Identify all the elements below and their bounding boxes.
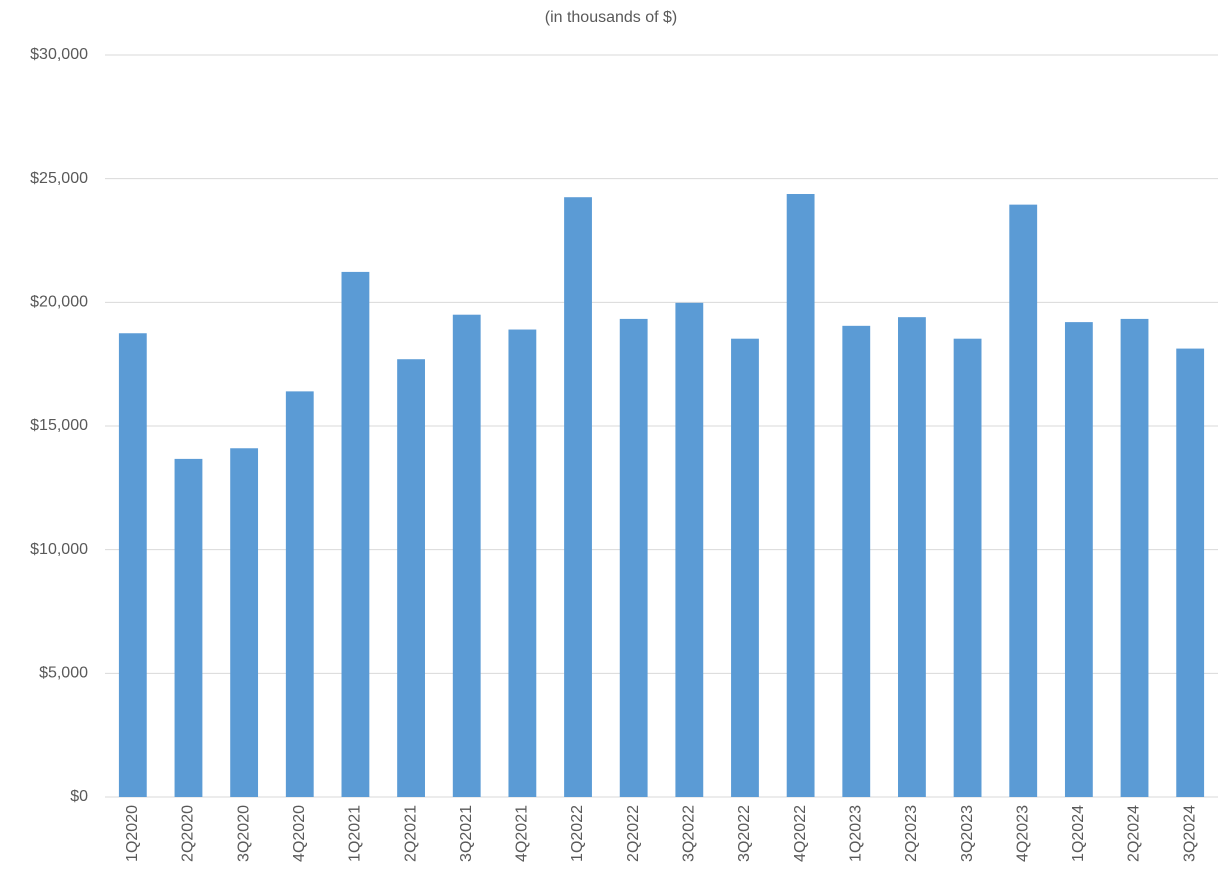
x-tick-label: 4Q2023 bbox=[1014, 805, 1031, 862]
y-tick-label: $5,000 bbox=[39, 665, 88, 682]
y-tick-label: $15,000 bbox=[30, 417, 88, 434]
bar bbox=[842, 325, 871, 797]
x-tick-label: 2Q2022 bbox=[625, 805, 642, 862]
bar bbox=[1064, 322, 1093, 797]
x-tick-label: 1Q2022 bbox=[569, 805, 586, 862]
x-tick-label: 1Q2024 bbox=[1070, 805, 1087, 862]
bar bbox=[898, 317, 926, 797]
y-tick-label: $30,000 bbox=[30, 46, 88, 63]
bar bbox=[174, 458, 203, 797]
bar bbox=[230, 448, 259, 797]
x-tick-label: 4Q2020 bbox=[291, 805, 308, 862]
bar bbox=[452, 314, 481, 797]
y-tick-label: $25,000 bbox=[30, 170, 88, 187]
x-tick-label: 1Q2020 bbox=[124, 805, 141, 862]
bar bbox=[731, 338, 759, 797]
x-tick-label: 3Q2022 bbox=[736, 805, 753, 862]
bar bbox=[285, 391, 314, 797]
bar bbox=[953, 338, 982, 797]
bar bbox=[675, 302, 704, 797]
x-tick-label: 2Q2020 bbox=[180, 805, 197, 862]
y-tick-label: $0 bbox=[70, 788, 88, 805]
x-tick-label: 3Q2021 bbox=[458, 805, 475, 862]
chart-subtitle: (in thousands of $) bbox=[545, 9, 678, 26]
bar bbox=[1009, 204, 1038, 798]
bar bbox=[619, 318, 648, 797]
bar bbox=[1120, 318, 1149, 797]
x-tick-label: 1Q2023 bbox=[847, 805, 864, 862]
y-tick-label: $20,000 bbox=[30, 294, 88, 311]
x-tick-label: 1Q2021 bbox=[347, 805, 364, 862]
y-tick-label: $10,000 bbox=[30, 541, 88, 558]
x-tick-label: 3Q2023 bbox=[959, 805, 976, 862]
bar bbox=[564, 197, 592, 797]
x-tick-label: 3Q2020 bbox=[235, 805, 252, 862]
bar bbox=[508, 329, 537, 797]
x-tick-label: 3Q2024 bbox=[1181, 805, 1198, 862]
x-tick-label: 4Q2021 bbox=[514, 805, 531, 862]
x-tick-label: 2Q2024 bbox=[1126, 805, 1143, 862]
bar bbox=[786, 194, 815, 797]
bar bbox=[1176, 348, 1205, 797]
bar bbox=[397, 359, 425, 797]
bar bbox=[341, 271, 370, 797]
x-tick-label: 2Q2021 bbox=[402, 805, 419, 862]
x-tick-label: 4Q2022 bbox=[792, 805, 809, 862]
x-tick-label: 3Q2022 bbox=[681, 805, 698, 862]
x-tick-label: 2Q2023 bbox=[903, 805, 920, 862]
bar bbox=[118, 333, 147, 797]
